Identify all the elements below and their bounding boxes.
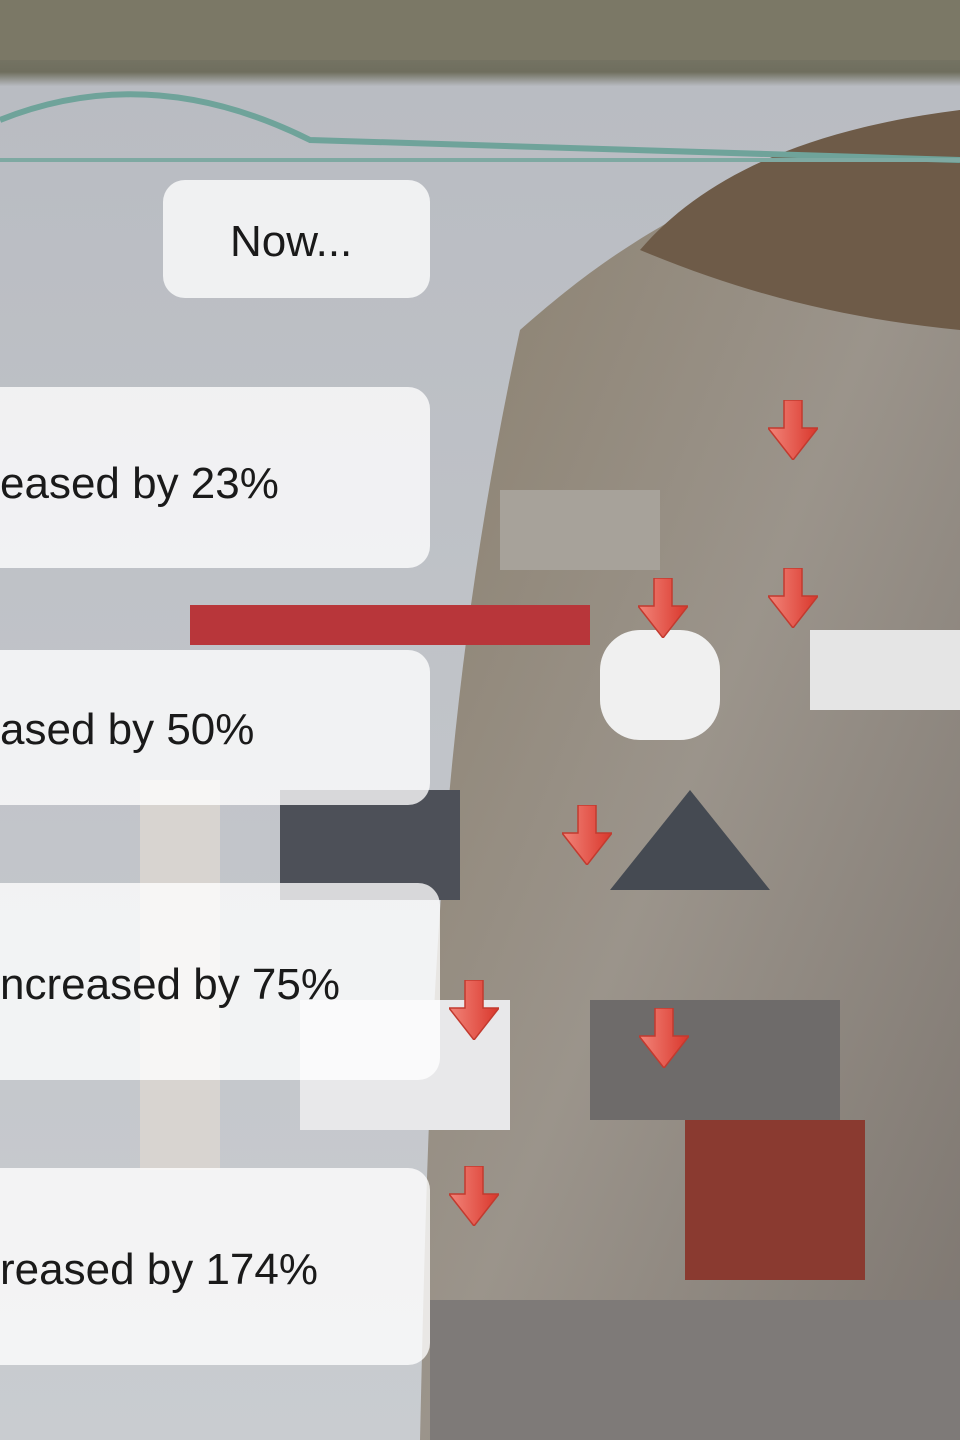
bubble-text: eased by 23%: [0, 462, 279, 506]
dome: [600, 630, 720, 740]
town: [430, 1300, 960, 1440]
text-bubble: Now...: [163, 180, 430, 298]
text-bubble: reased by 174%: [0, 1168, 430, 1365]
text-bubble: ased by 50%: [0, 650, 430, 805]
text-bubble: ncreased by 75%: [0, 883, 440, 1080]
buildings: [685, 1120, 865, 1280]
bubble-text: ased by 50%: [0, 708, 254, 752]
tanks: [810, 630, 960, 710]
far-shore: [0, 0, 960, 60]
bubble-text: Now...: [230, 220, 352, 264]
ship: [190, 605, 590, 645]
bubble-text: ncreased by 75%: [0, 963, 340, 1007]
silos: [500, 490, 660, 570]
text-bubble: eased by 23%: [0, 387, 430, 568]
bubble-text: reased by 174%: [0, 1248, 318, 1292]
page: Now... eased by 23% ased by 50% ncreased…: [0, 0, 960, 1440]
lot: [590, 1000, 840, 1120]
